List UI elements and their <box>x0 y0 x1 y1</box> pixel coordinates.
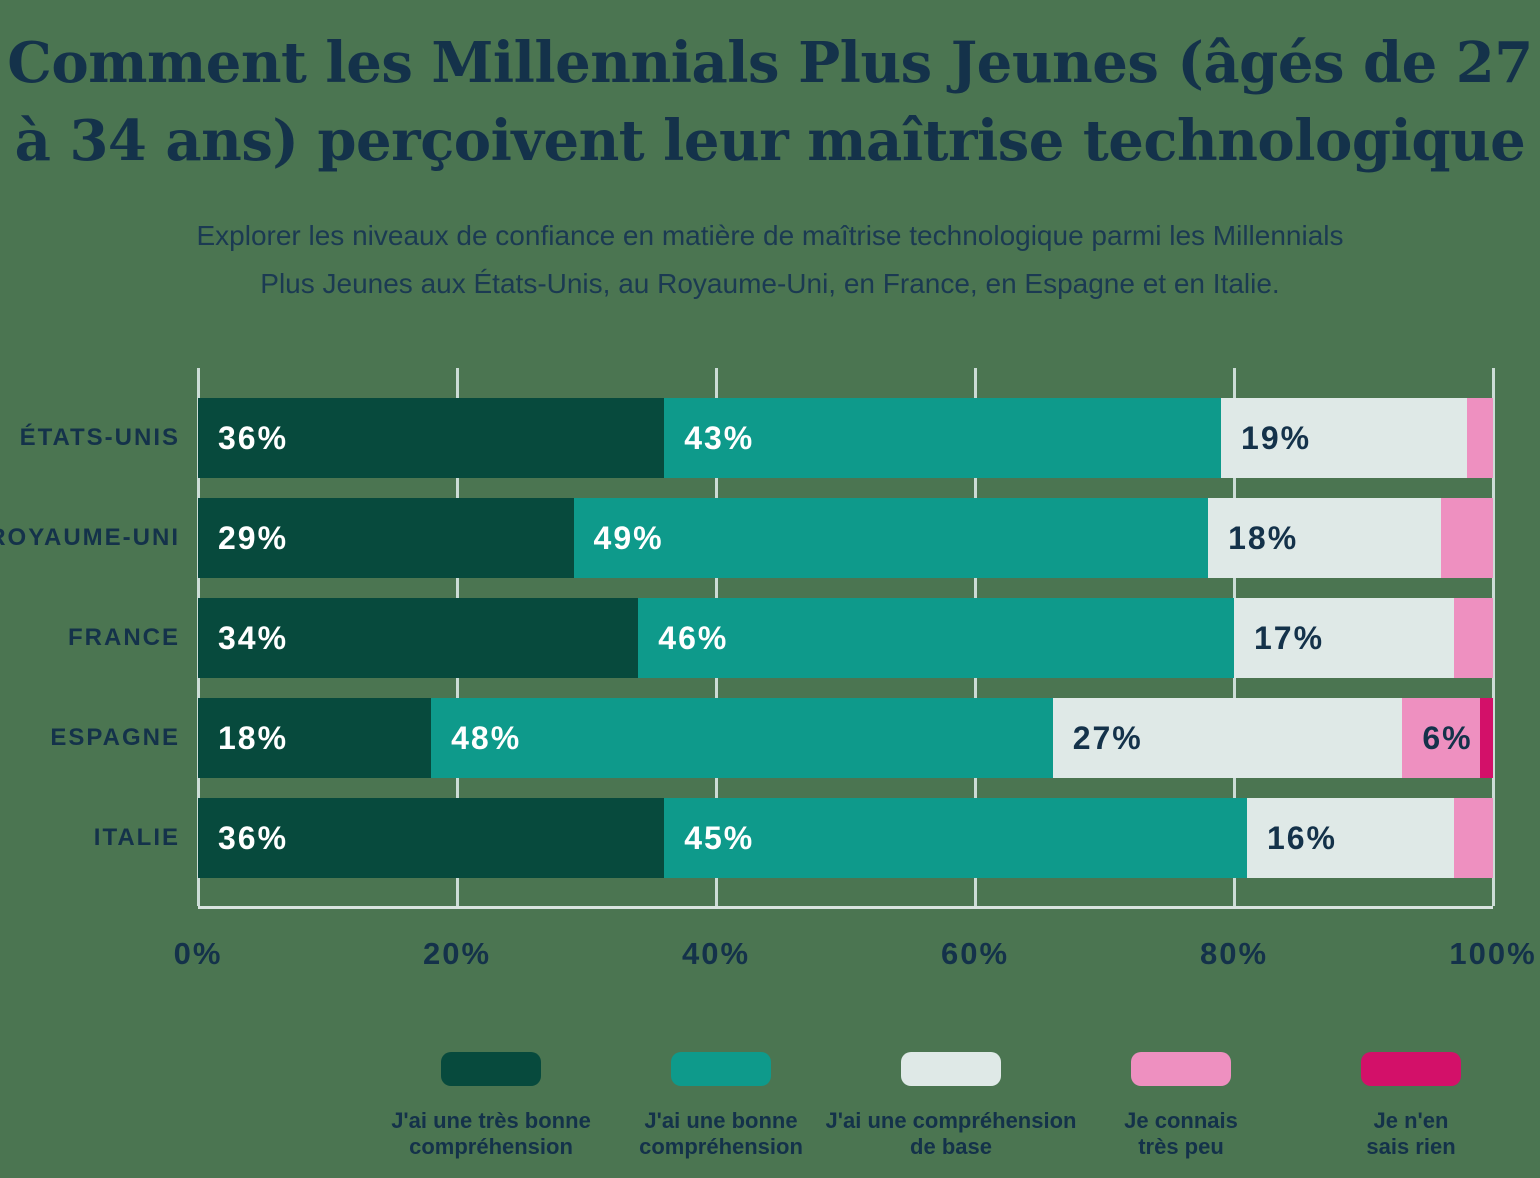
legend-item-4: Je n'en sais rien <box>1296 1052 1526 1160</box>
bar-row-2: 34% 46% 17% <box>198 598 1493 678</box>
bar-row-4: 36% 45% 16% <box>198 798 1493 878</box>
chart-title-line1: Comment les Millennials Plus Jeunes (âgé… <box>7 30 1533 96</box>
legend-label-line: J'ai une compréhension <box>825 1108 1077 1133</box>
category-label-1: ROYAUME-UNI <box>0 524 180 551</box>
legend-swatch-4 <box>1361 1052 1461 1086</box>
legend-label-line: Je connais <box>1124 1108 1238 1133</box>
x-tick-label-20: 20% <box>422 936 492 971</box>
segment-value-label: 17% <box>1253 619 1325 656</box>
segment-value-label: 36% <box>218 819 289 856</box>
category-label-0: ÉTATS-UNIS <box>19 424 180 451</box>
bar-segment: 16% <box>1246 798 1455 878</box>
segment-value-label: 49% <box>593 519 664 556</box>
legend-label-2: J'ai une compréhension de base <box>826 1108 1077 1160</box>
legend-item-0: J'ai une très bonne compréhension <box>376 1052 606 1160</box>
legend-label-1: J'ai une bonne compréhension <box>639 1108 803 1160</box>
bar-segment <box>1467 398 1493 478</box>
x-tick-label-40: 40% <box>681 936 751 971</box>
x-tick-label-100: 100% <box>1449 936 1537 971</box>
bar-row-0: 36% 43% 19% <box>198 398 1493 478</box>
bar-segment: 27% <box>1052 698 1403 778</box>
bar-segment: 34% <box>198 598 639 678</box>
legend-swatch-1 <box>671 1052 771 1086</box>
legend-swatch-0 <box>441 1052 541 1086</box>
segment-value-label: 46% <box>658 619 729 656</box>
legend-label-line: J'ai une très bonne <box>391 1108 591 1133</box>
chart-title: Comment les Millennials Plus Jeunes (âgé… <box>0 24 1540 180</box>
legend-label-line: compréhension <box>639 1134 803 1159</box>
bar-segment: 36% <box>198 398 665 478</box>
bar-segment: 18% <box>1208 498 1442 578</box>
bar-segment: 45% <box>664 798 1247 878</box>
segment-value-label: 18% <box>218 719 289 756</box>
chart-subtitle-line2: Plus Jeunes aux États-Unis, au Royaume-U… <box>260 268 1280 299</box>
bar-segment <box>1454 598 1493 678</box>
x-axis: 0% 20% 40% 60% 80% 100% <box>174 936 1535 980</box>
segment-value-label: 45% <box>684 819 755 856</box>
chart-subtitle: Explorer les niveaux de confiance en mat… <box>0 212 1540 308</box>
legend-label-line: Je n'en <box>1373 1108 1449 1133</box>
legend-label-0: J'ai une très bonne compréhension <box>391 1108 591 1160</box>
legend-label-line: très peu <box>1138 1134 1224 1159</box>
legend-label-line: de base <box>910 1134 992 1159</box>
legend-label-line: sais rien <box>1366 1134 1456 1159</box>
bar-segment: 43% <box>664 398 1222 478</box>
segment-value-label: 36% <box>218 419 289 456</box>
legend-item-2: J'ai une compréhension de base <box>826 1052 1076 1160</box>
bar-segment <box>1454 798 1493 878</box>
legend-item-3: Je connais très peu <box>1066 1052 1296 1160</box>
segment-value-label: 43% <box>684 419 755 456</box>
x-tick-label-80: 80% <box>1199 936 1269 971</box>
legend-item-1: J'ai une bonne compréhension <box>606 1052 836 1160</box>
bar-segment: 36% <box>198 798 665 878</box>
bar-segment <box>1480 698 1493 778</box>
bar-segment: 6% <box>1402 698 1481 778</box>
segment-value-label: 6% <box>1422 719 1473 756</box>
gridline-100 <box>1491 368 1495 906</box>
legend: J'ai une très bonne compréhension J'ai une… <box>376 1052 1526 1160</box>
bar-row-1: 29% 49% 18% <box>198 498 1493 578</box>
segment-value-label: 27% <box>1072 719 1143 756</box>
bar-segment <box>1441 498 1493 578</box>
segment-value-label: 29% <box>218 519 289 556</box>
bar-row-3: 18% 48% 27% 6% <box>198 698 1493 778</box>
legend-label-4: Je n'en sais rien <box>1366 1108 1455 1160</box>
legend-label-line: compréhension <box>409 1134 573 1159</box>
bar-segment: 17% <box>1233 598 1455 678</box>
x-tick-label-60: 60% <box>940 936 1010 971</box>
legend-swatch-2 <box>901 1052 1001 1086</box>
segment-value-label: 18% <box>1228 519 1299 556</box>
x-tick-label-0: 0% <box>173 936 223 971</box>
legend-swatch-3 <box>1131 1052 1231 1086</box>
segment-value-label: 48% <box>451 719 522 756</box>
bar-segment: 48% <box>431 698 1053 778</box>
segment-value-label: 16% <box>1266 819 1337 856</box>
segment-value-label: 19% <box>1241 419 1312 456</box>
bar-segment: 18% <box>198 698 432 778</box>
bar-segment: 19% <box>1221 398 1468 478</box>
category-label-4: ITALIE <box>93 824 180 851</box>
category-label-3: ESPAGNE <box>50 724 180 751</box>
legend-label-3: Je connais très peu <box>1124 1108 1238 1160</box>
chart-title-line2: à 34 ans) perçoivent leur maîtrise techn… <box>14 108 1526 174</box>
category-label-2: FRANCE <box>68 624 180 651</box>
segment-value-label: 34% <box>218 619 289 656</box>
bar-segment: 46% <box>638 598 1234 678</box>
legend-label-line: J'ai une bonne <box>644 1108 798 1133</box>
chart-subtitle-line1: Explorer les niveaux de confiance en mat… <box>196 220 1344 251</box>
bar-segment: 29% <box>198 498 574 578</box>
plot-area: 36% 43% 19% 29% 49% 18% 34% 46% 17% 18% 48% 27% 6% 36… <box>196 368 1495 909</box>
bar-segment: 49% <box>573 498 1209 578</box>
